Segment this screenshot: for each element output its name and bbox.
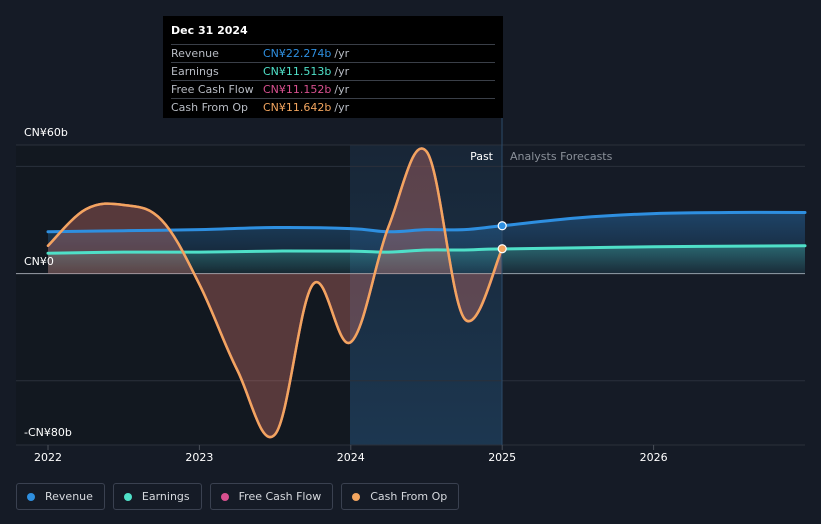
legend-label: Cash From Op bbox=[370, 490, 448, 503]
tooltip-date: Dec 31 2024 bbox=[171, 24, 248, 37]
tooltip-value: CN¥11.152b bbox=[263, 83, 332, 96]
tooltip-value: CN¥22.274b bbox=[263, 47, 332, 60]
tooltip-row-free-cash-flow: Free Cash Flow CN¥11.152b /yr bbox=[171, 80, 495, 98]
legend-item-free-cash-flow[interactable]: Free Cash Flow bbox=[209, 483, 334, 510]
legend-item-cash-from-op[interactable]: Cash From Op bbox=[341, 483, 460, 510]
past-region-dark bbox=[16, 145, 350, 445]
legend-dot-icon bbox=[27, 492, 35, 501]
y-tick-label-top: CN¥60b bbox=[24, 126, 68, 139]
tooltip-label: Cash From Op bbox=[171, 101, 249, 114]
legend-item-revenue[interactable]: Revenue bbox=[16, 483, 105, 510]
tooltip-unit: /yr bbox=[334, 83, 350, 96]
tooltip-unit: /yr bbox=[334, 47, 350, 60]
tooltip-label: Free Cash Flow bbox=[171, 83, 254, 96]
tooltip-row-revenue: Revenue CN¥22.274b /yr bbox=[171, 44, 495, 62]
x-axis-ticks: 2022 2023 2024 2025 2026 bbox=[34, 445, 668, 464]
cash-from-op-line bbox=[46, 147, 504, 439]
tooltip-label: Revenue bbox=[171, 47, 219, 60]
past-label: Past bbox=[470, 150, 494, 163]
x-tick-label: 2026 bbox=[640, 451, 668, 464]
y-tick-label-bottom: -CN¥80b bbox=[24, 426, 72, 439]
marker-layer bbox=[497, 221, 507, 254]
legend-label: Free Cash Flow bbox=[238, 490, 322, 503]
tooltip: Dec 31 2024 Revenue CN¥22.274b /yr Earni… bbox=[163, 16, 503, 118]
legend: Revenue Earnings Free Cash Flow Cash Fro… bbox=[16, 483, 460, 510]
tooltip-row-earnings: Earnings CN¥11.513b /yr bbox=[171, 62, 495, 80]
line-layer bbox=[46, 147, 807, 439]
cash-from-op-marker bbox=[497, 244, 507, 254]
past-highlight-region bbox=[350, 145, 502, 445]
x-tick-label: 2024 bbox=[337, 451, 365, 464]
x-tick-label: 2023 bbox=[185, 451, 213, 464]
y-tick-label-zero: CN¥0 bbox=[24, 255, 54, 268]
tooltip-unit: /yr bbox=[334, 65, 350, 78]
legend-item-earnings[interactable]: Earnings bbox=[112, 483, 202, 510]
x-tick-label: 2022 bbox=[34, 451, 62, 464]
legend-label: Revenue bbox=[45, 490, 93, 503]
tooltip-value: CN¥11.513b bbox=[263, 65, 332, 78]
legend-dot-icon bbox=[123, 492, 132, 501]
tooltip-row-cash-from-op: Cash From Op CN¥11.642b /yr bbox=[171, 98, 495, 116]
x-tick-label: 2025 bbox=[488, 451, 516, 464]
legend-label: Earnings bbox=[141, 490, 190, 503]
tooltip-unit: /yr bbox=[334, 101, 350, 114]
tooltip-value: CN¥11.642b bbox=[263, 101, 332, 114]
revenue-line bbox=[46, 210, 807, 234]
revenue-marker bbox=[497, 221, 507, 231]
tooltip-label: Earnings bbox=[171, 65, 219, 78]
forecast-label: Analysts Forecasts bbox=[510, 150, 613, 163]
legend-dot-icon bbox=[220, 492, 229, 501]
legend-dot-icon bbox=[352, 492, 361, 501]
